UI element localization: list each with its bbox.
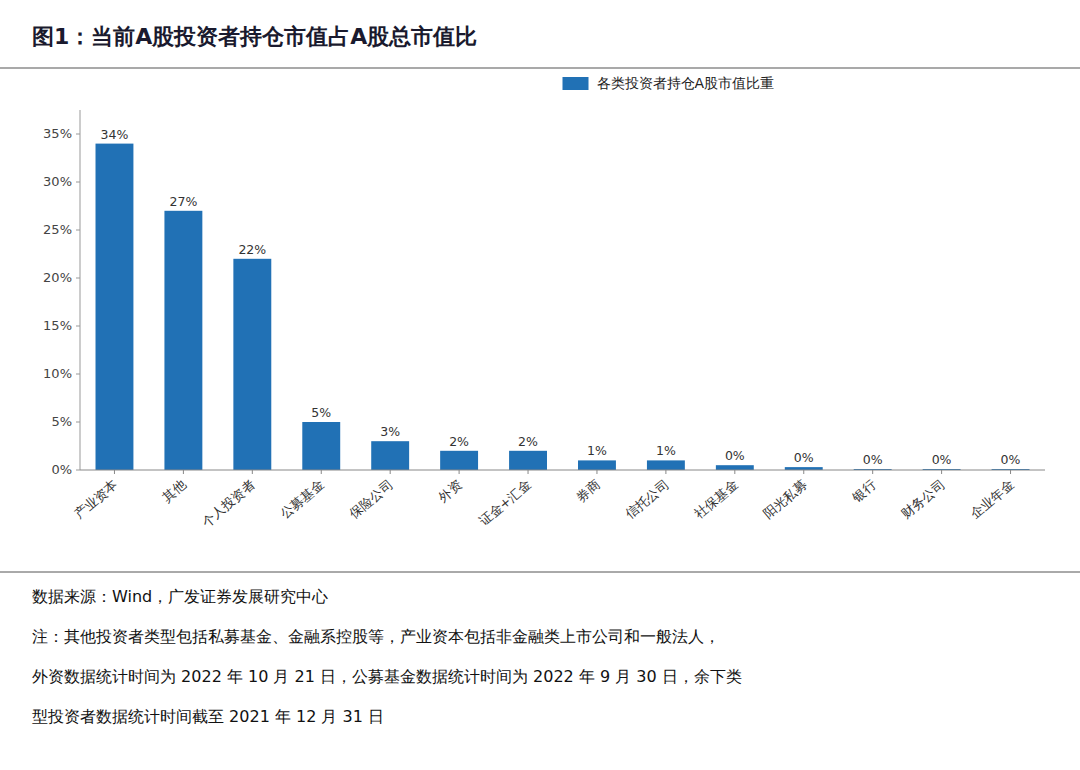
x-tick bbox=[459, 470, 460, 474]
y-tick-label: 35% bbox=[43, 126, 72, 141]
y-tick bbox=[76, 134, 80, 135]
x-tick-label: 保险公司 bbox=[347, 477, 396, 522]
annotation: 注：其他投资者类型包括私募基金、金融系控股等，产业资本包括非金融类上市公司和一般… bbox=[32, 627, 720, 646]
bar bbox=[716, 465, 754, 470]
bar bbox=[96, 144, 134, 470]
bar bbox=[578, 460, 616, 470]
y-tick bbox=[76, 374, 80, 375]
x-tick-label: 个人投资者 bbox=[199, 477, 258, 530]
x-tick bbox=[596, 470, 597, 474]
x-tick-label: 证金+汇金 bbox=[476, 477, 534, 529]
y-tick-label: 5% bbox=[51, 414, 72, 429]
data-label: 22% bbox=[238, 242, 266, 257]
x-tick bbox=[872, 470, 873, 474]
x-tick bbox=[528, 470, 529, 474]
bar bbox=[647, 460, 685, 470]
x-tick-label: 其他 bbox=[160, 477, 190, 505]
y-tick-label: 20% bbox=[43, 270, 72, 285]
annotation: 外资数据统计时间为 2022 年 10 月 21 日，公募基金数据统计时间为 2… bbox=[32, 667, 742, 686]
x-tick-label: 银行 bbox=[848, 477, 878, 506]
x-tick-label: 公募基金 bbox=[278, 477, 327, 522]
data-label: 34% bbox=[101, 127, 129, 142]
x-tick-label: 企业年金 bbox=[967, 477, 1016, 522]
legend-swatch bbox=[563, 77, 589, 90]
y-tick bbox=[76, 470, 80, 471]
title-rule bbox=[0, 67, 1080, 68]
bar bbox=[509, 451, 547, 470]
x-tick bbox=[803, 470, 804, 474]
data-label: 0% bbox=[863, 452, 883, 467]
chart: 图1：当前A股投资者持仓市值占A股总市值比 0% 5% 10% 15% 20% 25% 30%… bbox=[0, 0, 1080, 770]
y-tick bbox=[76, 422, 80, 423]
x-tick bbox=[941, 470, 942, 474]
x-tick bbox=[665, 470, 666, 474]
data-label: 27% bbox=[169, 194, 197, 209]
x-tick bbox=[390, 470, 391, 474]
y-tick bbox=[76, 326, 80, 327]
bar bbox=[164, 211, 202, 470]
background bbox=[0, 0, 1080, 770]
x-tick-label: 阳光私募 bbox=[760, 477, 809, 522]
footer: 数据来源：Wind，广发证券发展研究中心注：其他投资者类型包括私募基金、金融系控… bbox=[32, 587, 742, 726]
data-label: 1% bbox=[587, 443, 607, 458]
annotation: 数据来源：Wind，广发证券发展研究中心 bbox=[32, 587, 328, 606]
data-label: 0% bbox=[932, 452, 952, 467]
x-tick bbox=[1010, 470, 1011, 474]
x-tick bbox=[734, 470, 735, 474]
y-tick-label: 0% bbox=[51, 462, 72, 477]
bar bbox=[233, 259, 271, 470]
y-tick-label: 15% bbox=[43, 318, 72, 333]
x-axis-line bbox=[80, 470, 1045, 471]
y-tick-label: 10% bbox=[43, 366, 72, 381]
x-tick-label: 信托公司 bbox=[622, 477, 671, 522]
x-tick bbox=[321, 470, 322, 474]
y-tick bbox=[76, 230, 80, 231]
y-axis-line bbox=[80, 110, 81, 470]
data-labels: 34% 27% 22% 5% 3% 2% 2% 1% 1% 0% 0% 0% 0% 0% bbox=[101, 127, 1021, 467]
y-tick bbox=[76, 182, 80, 183]
x-tick bbox=[114, 470, 115, 474]
y-tick-label: 25% bbox=[43, 222, 72, 237]
x-tick-label: 财务公司 bbox=[898, 477, 947, 522]
data-label: 2% bbox=[449, 434, 469, 449]
data-label: 0% bbox=[794, 450, 814, 465]
x-tick bbox=[183, 470, 184, 474]
data-label: 5% bbox=[311, 405, 331, 420]
bar bbox=[371, 441, 409, 470]
x-tick-label: 产业资本 bbox=[71, 477, 120, 522]
legend-label: 各类投资者持仓A股市值比重 bbox=[597, 75, 775, 91]
separator bbox=[0, 572, 1080, 573]
bar bbox=[302, 422, 340, 470]
x-tick-label: 社保基金 bbox=[691, 477, 740, 522]
data-label: 0% bbox=[1001, 452, 1021, 467]
bar bbox=[440, 451, 478, 470]
annotation: 型投资者数据统计时间截至 2021 年 12 月 31 日 bbox=[32, 707, 384, 726]
y-axis: 0% 5% 10% 15% 20% 25% 30% 35% bbox=[43, 110, 80, 477]
data-label: 0% bbox=[725, 448, 745, 463]
x-tick-label: 券商 bbox=[573, 477, 603, 505]
x-tick-label: 外资 bbox=[435, 477, 465, 505]
y-tick bbox=[76, 278, 80, 279]
title: 图1：当前A股投资者持仓市值占A股总市值比 bbox=[32, 24, 477, 49]
x-tick bbox=[252, 470, 253, 474]
data-label: 1% bbox=[656, 443, 676, 458]
data-label: 3% bbox=[380, 424, 400, 439]
bars bbox=[96, 144, 1030, 470]
data-label: 2% bbox=[518, 434, 538, 449]
y-tick-label: 30% bbox=[43, 174, 72, 189]
x-axis: 产业资本 其他个人投资者公募基金保险公司 外资证金+汇金 券商信托公司社保基金阳光私募… bbox=[71, 470, 1045, 530]
legend: 各类投资者持仓A股市值比重 bbox=[563, 75, 775, 91]
